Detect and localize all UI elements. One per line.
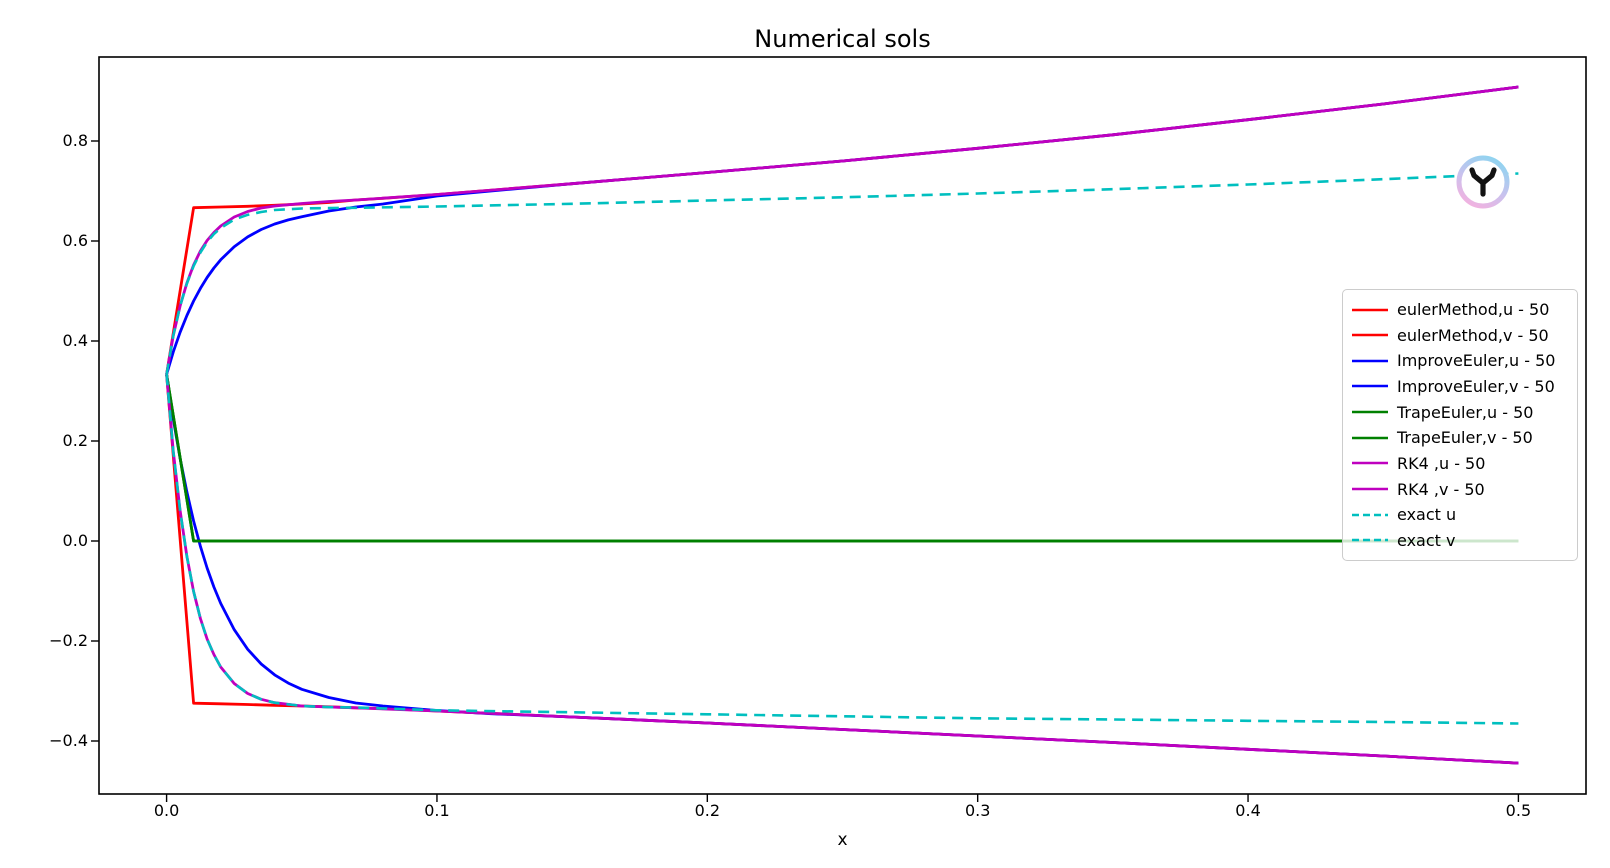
legend-label: ImproveEuler,u - 50 xyxy=(1397,351,1556,371)
legend-label: RK4 ,v - 50 xyxy=(1397,479,1485,499)
logo-trident-glyph xyxy=(1469,167,1497,197)
x-tick-label: 0.3 xyxy=(964,801,991,820)
x-tick-label: 0.1 xyxy=(424,801,450,820)
legend-item: ImproveEuler,u - 50 xyxy=(1352,348,1568,373)
y-tick-label: −0.2 xyxy=(49,631,88,650)
legend: eulerMethod,u - 50 eulerMethod,v - 50 Impr… xyxy=(1342,289,1578,561)
legend-label: TrapeEuler,u - 50 xyxy=(1397,402,1534,422)
series-line xyxy=(165,85,1519,375)
legend-label: exact u xyxy=(1397,505,1457,525)
legend-label: RK4 ,u - 50 xyxy=(1397,453,1486,473)
legend-line-sample xyxy=(1352,308,1388,311)
legend-item: TrapeEuler,u - 50 xyxy=(1352,400,1568,425)
legend-item: RK4 ,u - 50 xyxy=(1352,451,1568,476)
chart-title: Numerical sols xyxy=(754,25,931,53)
legend-line-sample xyxy=(1352,436,1388,440)
x-tick-label: 0.2 xyxy=(694,801,721,820)
legend-label: eulerMethod,u - 50 xyxy=(1397,300,1550,319)
series-line xyxy=(165,374,1519,765)
legend-line-sample xyxy=(1352,539,1388,542)
legend-line-sample xyxy=(1352,385,1388,388)
axes-spines xyxy=(98,56,1587,795)
legend-label: TrapeEuler,v - 50 xyxy=(1397,428,1533,448)
y-tick-label: 0.0 xyxy=(62,531,88,550)
legend-label: exact v xyxy=(1397,530,1456,550)
legend-line-sample xyxy=(1352,410,1388,414)
x-tick-label: 0.0 xyxy=(153,801,180,820)
watermark-logo-icon xyxy=(1454,153,1512,211)
x-axis-label: x xyxy=(837,830,848,850)
legend-item: RK4 ,v - 50 xyxy=(1352,477,1568,502)
legend-line-sample xyxy=(1352,487,1388,491)
series-line xyxy=(165,374,1519,543)
series-line xyxy=(165,172,1519,375)
legend-label: ImproveEuler,v - 50 xyxy=(1397,376,1555,396)
legend-item: exact v xyxy=(1352,528,1568,553)
legend-item: exact u xyxy=(1352,502,1568,527)
y-tick-label: 0.2 xyxy=(62,431,88,450)
legend-line-sample xyxy=(1352,333,1388,337)
series-line xyxy=(165,374,1519,725)
series-line xyxy=(165,85,1519,375)
legend-item: eulerMethod,v - 50 xyxy=(1352,323,1568,348)
legend-item: eulerMethod,u - 50 xyxy=(1352,297,1568,322)
x-tick-label: 0.4 xyxy=(1235,801,1261,820)
legend-item: ImproveEuler,v - 50 xyxy=(1352,374,1568,399)
y-tick-label: 0.4 xyxy=(62,331,88,350)
x-tick-label: 0.5 xyxy=(1505,801,1532,820)
legend-label: eulerMethod,v - 50 xyxy=(1397,325,1549,345)
series-line xyxy=(165,85,1519,375)
legend-line-sample xyxy=(1352,359,1388,363)
y-tick-label: 0.8 xyxy=(62,131,88,150)
legend-item: TrapeEuler,v - 50 xyxy=(1352,425,1568,450)
y-tick-label: −0.4 xyxy=(49,731,88,750)
legend-line-sample xyxy=(1352,462,1388,465)
series-line xyxy=(165,374,1519,543)
y-tick-label: 0.6 xyxy=(62,231,88,250)
legend-line-sample xyxy=(1352,513,1388,517)
